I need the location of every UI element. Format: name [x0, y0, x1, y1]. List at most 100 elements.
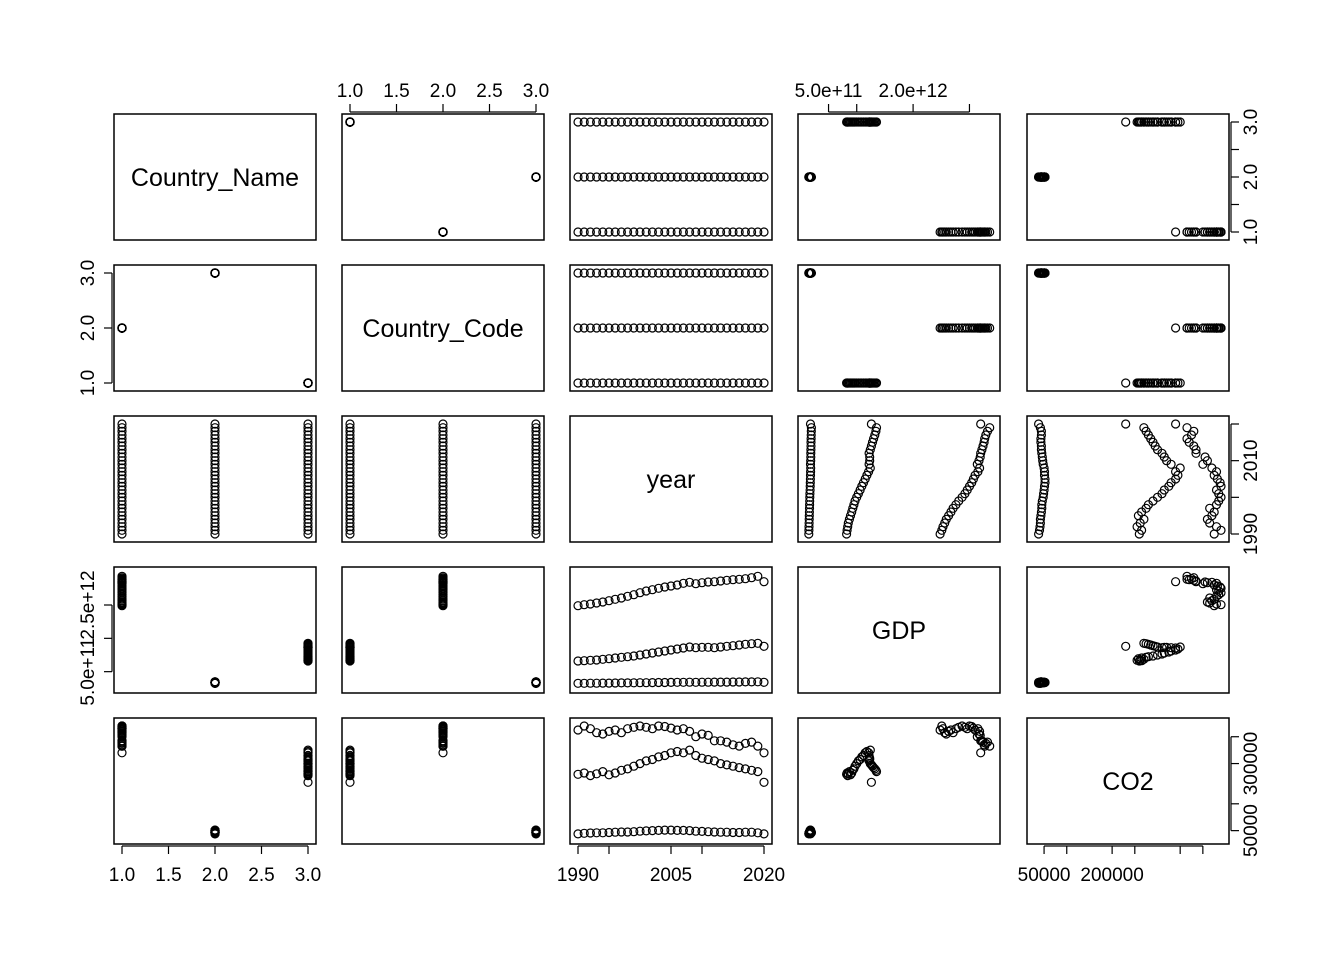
data-point: [345, 518, 355, 528]
data-point: [1166, 643, 1176, 653]
panel-frame: [569, 264, 773, 392]
data-point: [641, 117, 651, 127]
x-axis-bottom-year: 1990 2005 2020: [557, 845, 785, 886]
tick-label: 1990: [1241, 513, 1262, 555]
data-point: [684, 268, 695, 278]
data-point: [746, 227, 757, 237]
data-point: [806, 426, 816, 436]
data-point: [210, 430, 220, 440]
data-point: [345, 641, 355, 651]
data-point: [666, 323, 676, 333]
data-point: [303, 378, 313, 388]
data-point: [647, 585, 658, 595]
data-point: [943, 227, 954, 237]
tick-label: 2010: [1241, 440, 1262, 482]
data-point: [806, 452, 816, 462]
data-point: [703, 117, 713, 127]
data-point: [573, 117, 583, 127]
data-point: [734, 741, 744, 751]
data-point: [585, 172, 596, 182]
data-point: [678, 323, 689, 333]
data-point: [691, 227, 701, 237]
data-point: [703, 577, 713, 587]
data-point: [117, 492, 127, 502]
data-point: [647, 677, 658, 688]
y-axis-right-country-name: 1.0 2.0 3.0: [1230, 109, 1262, 245]
data-point: [672, 172, 682, 182]
data-point: [303, 481, 313, 491]
panel-year-vs-gdp: [797, 415, 1001, 543]
data-point: [653, 227, 664, 237]
data-point: [622, 323, 633, 333]
data-point: [531, 437, 541, 447]
data-point: [1121, 378, 1131, 388]
data-point: [740, 738, 751, 749]
data-point: [629, 172, 639, 182]
data-point: [438, 496, 448, 506]
data-point: [684, 227, 695, 237]
data-point: [866, 777, 877, 787]
data-point: [709, 378, 720, 388]
data-point: [1039, 485, 1049, 495]
data-point: [740, 827, 751, 837]
data-point: [622, 827, 633, 837]
data-point: [610, 768, 620, 778]
data-point: [629, 827, 639, 837]
data-point: [697, 729, 707, 739]
data-point: [591, 678, 602, 688]
panel-country-code-vs-country-code: Country_Code: [341, 264, 545, 392]
data-point: [345, 430, 355, 440]
data-point: [1036, 507, 1047, 517]
tick-label: 1.0: [78, 370, 99, 396]
data-point: [585, 227, 596, 237]
panel-frame: [113, 264, 317, 392]
tick-label: 1.0: [1241, 219, 1262, 245]
data-point: [591, 598, 602, 608]
data-point: [740, 172, 751, 182]
data-point: [1035, 518, 1046, 528]
data-point: [1121, 117, 1131, 127]
data-point: [616, 172, 627, 182]
data-point: [709, 643, 720, 653]
data-point: [672, 378, 682, 388]
data-point: [647, 648, 658, 658]
data-point: [635, 268, 645, 278]
data-point: [759, 172, 769, 182]
data-point: [303, 766, 313, 777]
data-point: [635, 588, 645, 598]
data-point: [805, 459, 816, 469]
data-point: [666, 227, 676, 237]
data-point: [635, 758, 645, 769]
tick-label: 1990: [557, 865, 599, 886]
data-point: [715, 677, 726, 687]
data-point: [666, 723, 676, 733]
data-point: [660, 825, 670, 835]
data-point: [1182, 227, 1192, 237]
panel-frame: [797, 415, 1001, 543]
data-point: [117, 448, 127, 458]
data-point: [1211, 578, 1222, 588]
data-point: [591, 728, 602, 738]
data-point: [610, 227, 620, 237]
data-point: [805, 470, 816, 480]
data-point: [684, 172, 695, 182]
tick-label: 2.5e+12: [78, 570, 99, 639]
data-point: [703, 677, 713, 687]
data-point: [672, 227, 682, 237]
data-point: [647, 378, 658, 388]
data-point: [1159, 378, 1169, 388]
data-point: [117, 470, 127, 480]
data-point: [660, 117, 670, 127]
data-point: [1166, 117, 1176, 127]
data-point: [753, 268, 763, 278]
data-point: [579, 323, 589, 333]
data-point: [715, 736, 726, 746]
data-point: [635, 172, 645, 182]
data-point: [722, 737, 732, 747]
data-point: [629, 117, 639, 127]
data-point: [943, 323, 954, 333]
data-point: [653, 378, 664, 388]
data-point: [303, 503, 313, 513]
data-point: [1148, 651, 1158, 661]
data-point: [598, 227, 608, 237]
